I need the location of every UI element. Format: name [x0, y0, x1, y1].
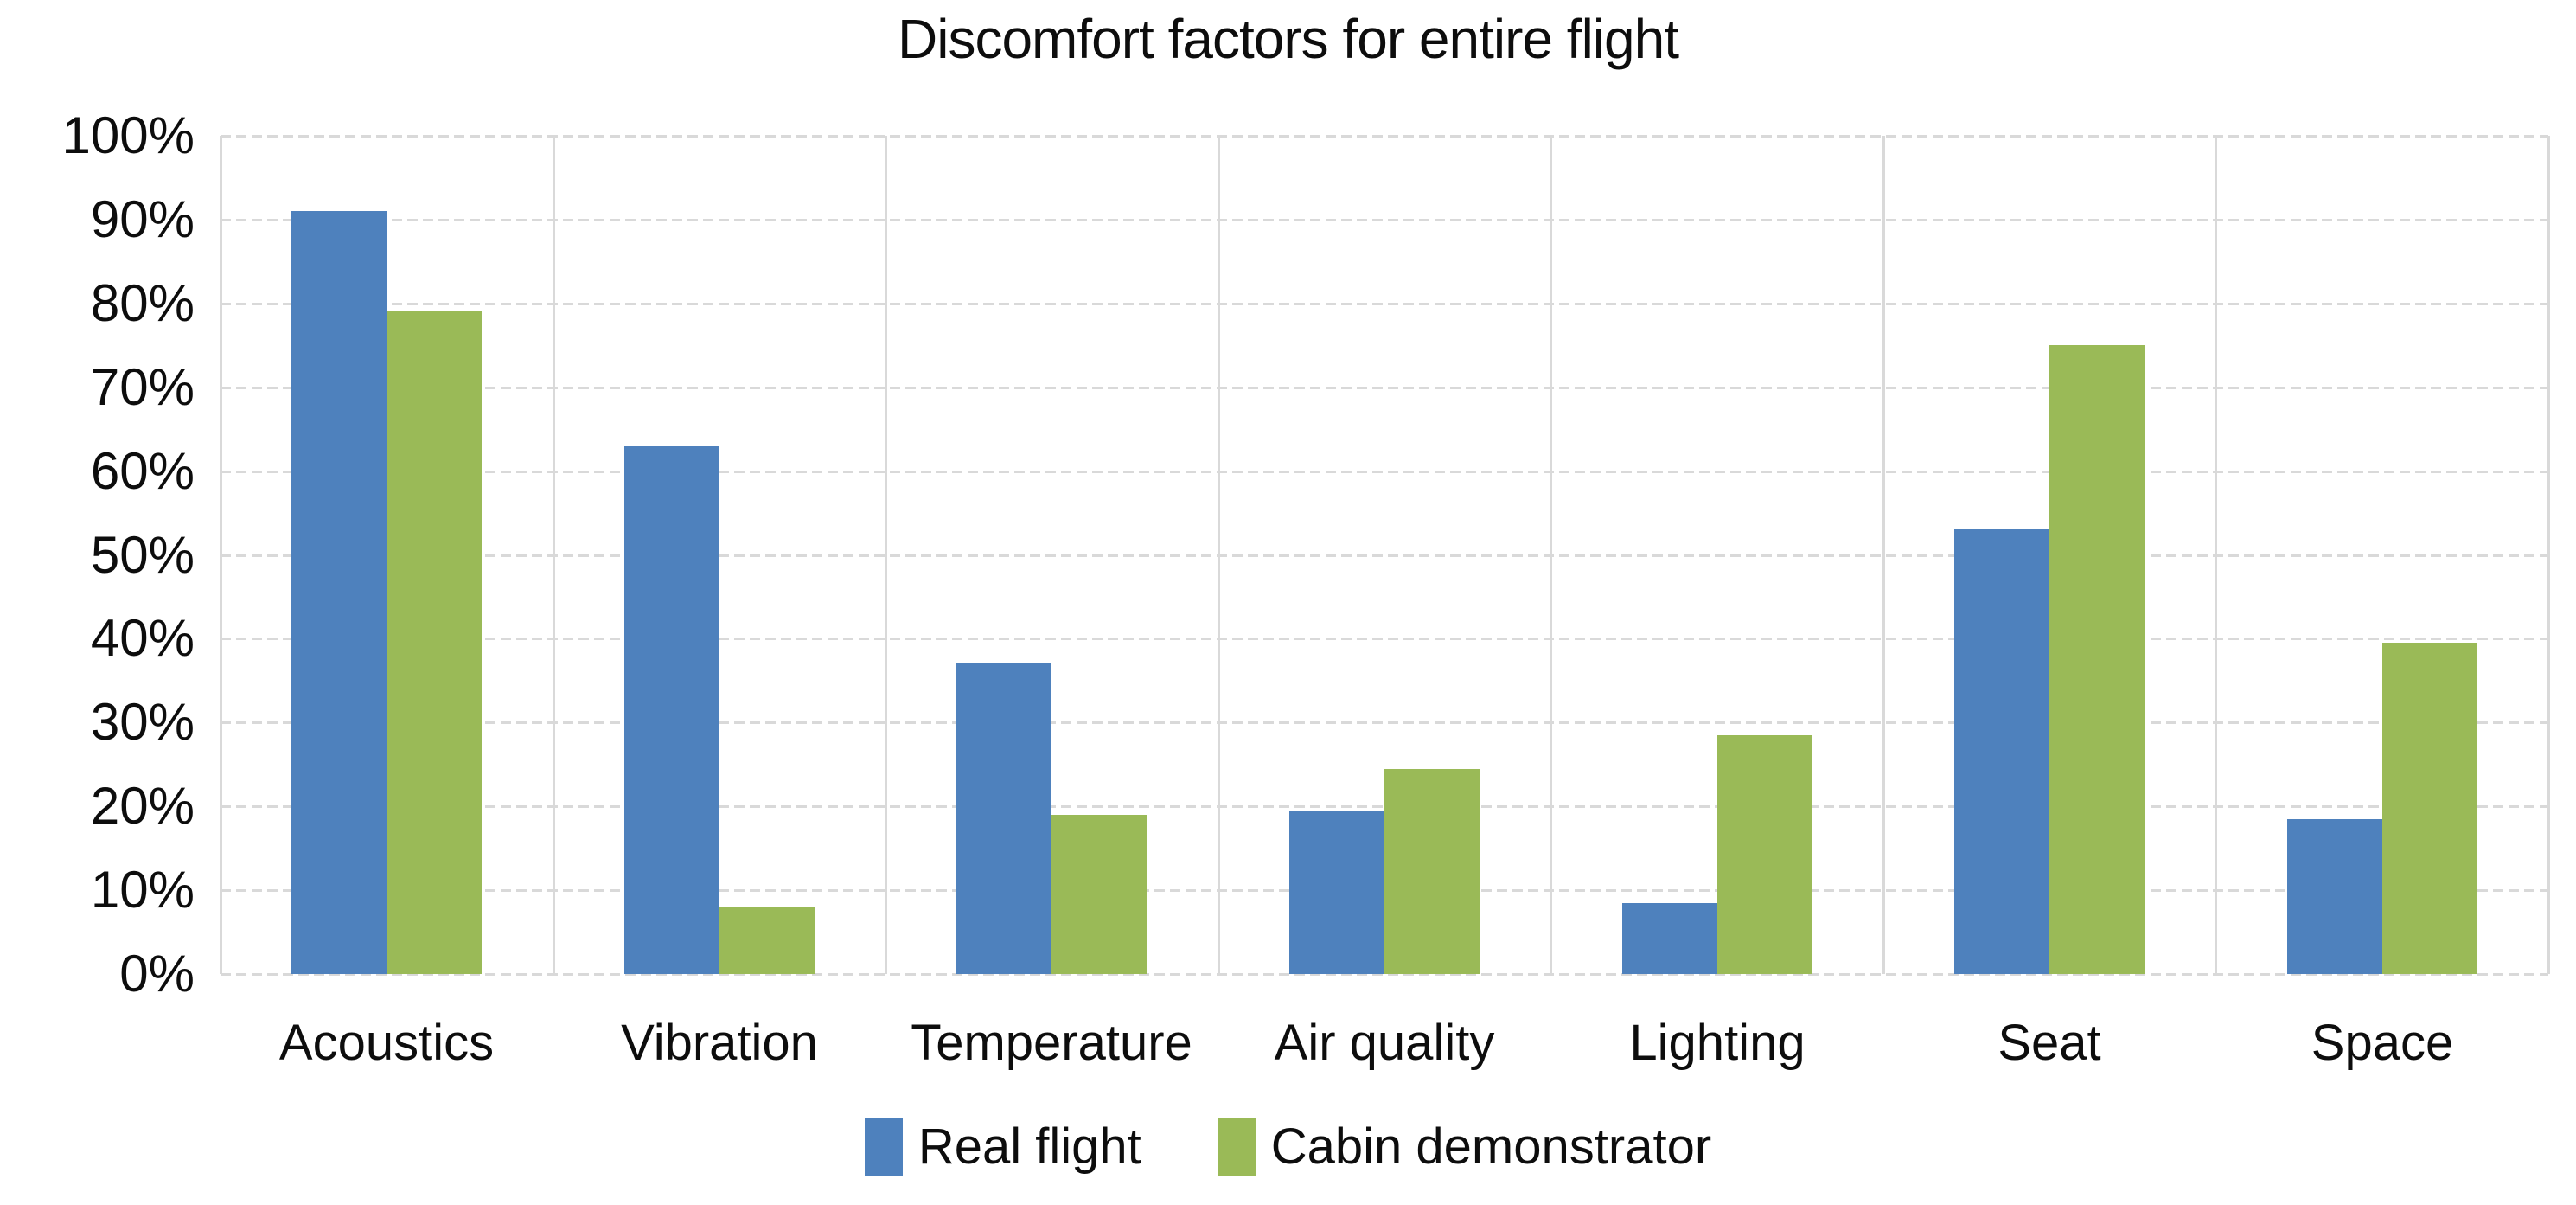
y-axis-line: [220, 136, 222, 974]
y-tick-label: 0%: [119, 945, 195, 1003]
bar-real-flight-air-quality: [1289, 811, 1384, 974]
chart-title: Discomfort factors for entire flight: [898, 8, 1679, 70]
bar-cabin-demonstrator-space: [2382, 643, 2477, 974]
bar-cabin-demonstrator-acoustics: [387, 311, 482, 974]
gridline-90%: [221, 218, 2548, 221]
bar-cabin-demonstrator-temperature: [1051, 815, 1147, 974]
bar-cabin-demonstrator-vibration: [719, 907, 815, 974]
bar-real-flight-lighting: [1622, 903, 1717, 974]
y-tick-label: 80%: [90, 273, 195, 332]
gridline-0%: [221, 973, 2548, 976]
legend: Real flight Cabin demonstrator: [0, 1118, 2576, 1176]
category-separator-line: [2547, 136, 2550, 974]
x-axis-label-vibration: Vibration: [621, 1015, 818, 1071]
x-axis-label-temperature: Temperature: [911, 1015, 1192, 1071]
bar-real-flight-space: [2287, 819, 2382, 974]
x-axis-label-lighting: Lighting: [1629, 1015, 1806, 1071]
category-separator-line: [2215, 136, 2217, 974]
y-tick-label: 100%: [61, 106, 195, 164]
y-tick-label: 30%: [90, 693, 195, 752]
category-separator-line: [1550, 136, 1552, 974]
legend-swatch: [1217, 1118, 1256, 1176]
category-separator-line: [553, 136, 555, 974]
y-tick-label: 90%: [90, 189, 195, 248]
bar-cabin-demonstrator-seat: [2049, 345, 2145, 974]
y-tick-label: 10%: [90, 861, 195, 920]
gridline-40%: [221, 638, 2548, 641]
y-tick-label: 60%: [90, 441, 195, 500]
y-tick-label: 20%: [90, 777, 195, 836]
y-tick-label: 70%: [90, 357, 195, 416]
gridline-30%: [221, 721, 2548, 725]
bar-real-flight-vibration: [624, 446, 719, 974]
legend-item-real-flight: Real flight: [864, 1118, 1141, 1176]
plot-area: [220, 135, 2550, 976]
gridline-60%: [221, 470, 2548, 473]
legend-swatch: [864, 1118, 903, 1176]
gridline-80%: [221, 302, 2548, 305]
bar-real-flight-seat: [1954, 529, 2049, 974]
x-axis-label-air-quality: Air quality: [1274, 1015, 1495, 1071]
bar-real-flight-acoustics: [291, 211, 387, 974]
gridline-50%: [221, 554, 2548, 557]
legend-item-cabin-demonstrator: Cabin demonstrator: [1217, 1118, 1712, 1176]
legend-label: Real flight: [917, 1118, 1141, 1175]
x-axis-label-acoustics: Acoustics: [278, 1015, 495, 1071]
bar-cabin-demonstrator-lighting: [1717, 735, 1812, 974]
legend-label: Cabin demonstrator: [1270, 1118, 1712, 1175]
y-tick-label: 50%: [90, 525, 195, 584]
y-tick-label: 40%: [90, 609, 195, 668]
x-axis-label-space: Space: [2311, 1015, 2454, 1071]
gridline-100%: [221, 135, 2548, 138]
bar-cabin-demonstrator-air-quality: [1384, 769, 1480, 974]
x-axis-label-seat: Seat: [1998, 1015, 2101, 1071]
category-separator-line: [1882, 136, 1885, 974]
bar-real-flight-temperature: [956, 663, 1051, 974]
category-separator-line: [1218, 136, 1220, 974]
category-separator-line: [885, 136, 887, 974]
gridline-70%: [221, 386, 2548, 389]
